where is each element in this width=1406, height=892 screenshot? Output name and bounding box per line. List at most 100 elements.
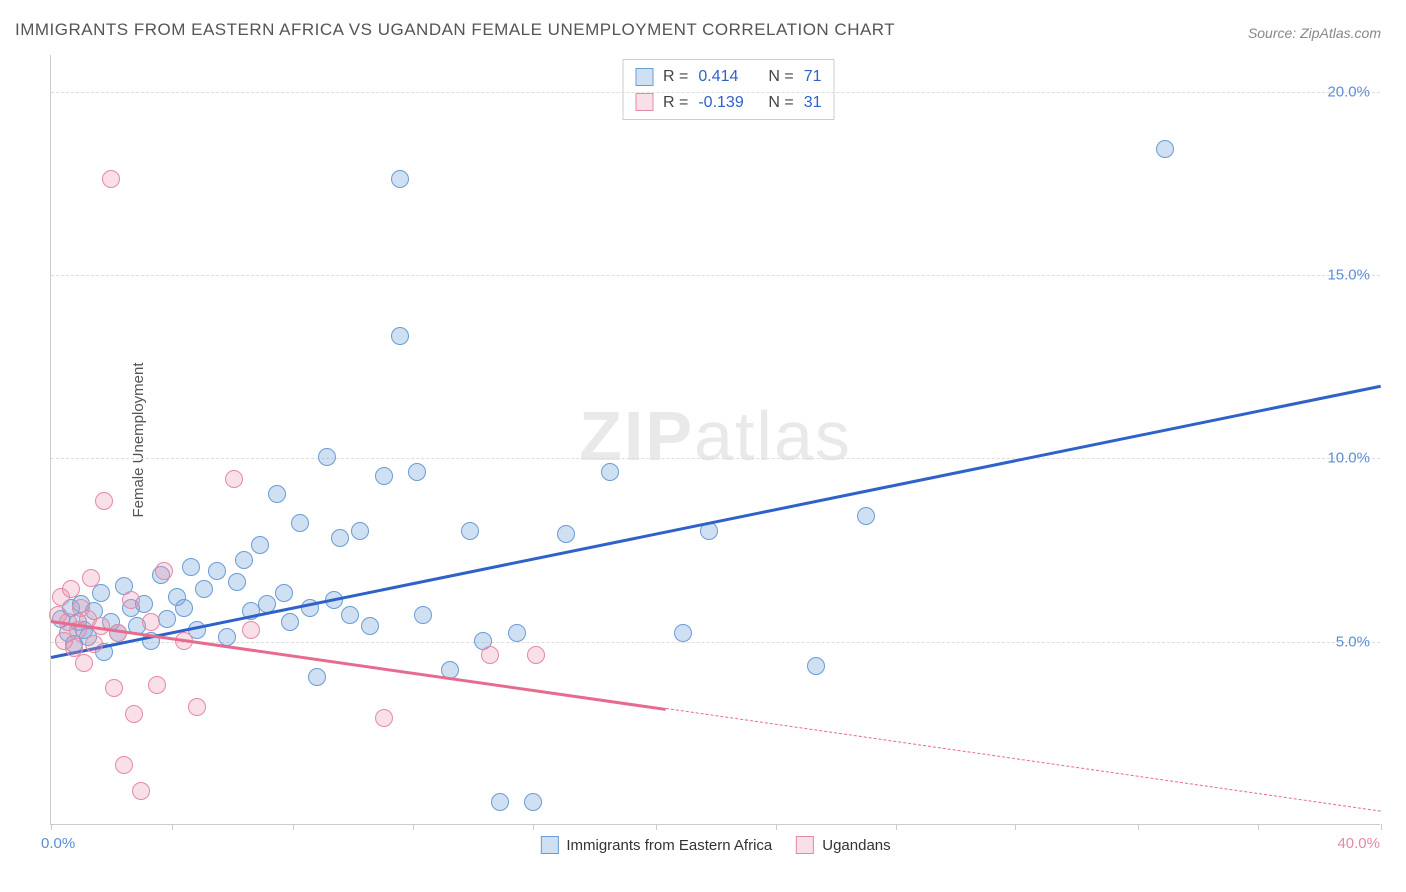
x-tick-mark [293, 824, 294, 830]
data-point [414, 606, 432, 624]
y-tick-label: 5.0% [1336, 633, 1370, 650]
data-point [182, 558, 200, 576]
data-point [281, 613, 299, 631]
data-point [82, 569, 100, 587]
data-point [351, 522, 369, 540]
x-tick-mark [172, 824, 173, 830]
trend-line [51, 385, 1381, 659]
x-tick-mark [656, 824, 657, 830]
data-point [341, 606, 359, 624]
data-point [268, 485, 286, 503]
data-point [175, 599, 193, 617]
legend-bottom-label: Immigrants from Eastern Africa [566, 837, 772, 854]
legend-swatch [796, 836, 814, 854]
data-point [601, 463, 619, 481]
legend-bottom-item: Immigrants from Eastern Africa [540, 836, 772, 854]
legend-correlation: R =0.414N =71R =-0.139N =31 [622, 59, 834, 120]
trend-line [51, 620, 666, 710]
data-point [208, 562, 226, 580]
y-axis-label: Female Unemployment [130, 362, 147, 517]
data-point [408, 463, 426, 481]
data-point [331, 529, 349, 547]
data-point [361, 617, 379, 635]
data-point [461, 522, 479, 540]
data-point [557, 525, 575, 543]
watermark-atlas: atlas [694, 397, 852, 475]
data-point [188, 698, 206, 716]
legend-row: R = 0.414 N = 71 [635, 64, 821, 90]
legend-swatch [635, 93, 653, 111]
data-point [195, 580, 213, 598]
trend-line [666, 708, 1381, 812]
legend-r-value: 0.414 [698, 64, 758, 90]
legend-series: Immigrants from Eastern Africa Ugandans [540, 836, 890, 854]
data-point [527, 646, 545, 664]
data-point [275, 584, 293, 602]
data-point [155, 562, 173, 580]
data-point [62, 580, 80, 598]
data-point [158, 610, 176, 628]
y-tick-label: 15.0% [1327, 267, 1370, 284]
legend-n-value: 71 [804, 64, 822, 90]
data-point [1156, 140, 1174, 158]
x-tick-mark [51, 824, 52, 830]
data-point [132, 782, 150, 800]
watermark: ZIPatlas [579, 396, 852, 476]
data-point [85, 635, 103, 653]
x-tick-mark [776, 824, 777, 830]
x-axis-origin-label: 0.0% [41, 835, 75, 852]
data-point [308, 668, 326, 686]
watermark-zip: ZIP [579, 397, 694, 475]
data-point [242, 621, 260, 639]
data-point [318, 448, 336, 466]
gridline-h [51, 458, 1380, 459]
data-point [235, 551, 253, 569]
x-axis-end-label: 40.0% [1337, 835, 1380, 852]
gridline-h [51, 92, 1380, 93]
data-point [674, 624, 692, 642]
data-point [491, 793, 509, 811]
data-point [105, 679, 123, 697]
data-point [375, 709, 393, 727]
x-tick-mark [533, 824, 534, 830]
legend-row: R =-0.139N =31 [635, 90, 821, 116]
data-point [102, 170, 120, 188]
data-point [391, 327, 409, 345]
data-point [251, 536, 269, 554]
legend-r-prefix: R = [663, 90, 688, 116]
x-tick-mark [1138, 824, 1139, 830]
y-tick-label: 10.0% [1327, 450, 1370, 467]
data-point [481, 646, 499, 664]
legend-n-prefix: N = [768, 64, 793, 90]
legend-n-prefix: N = [768, 90, 793, 116]
x-tick-mark [1258, 824, 1259, 830]
data-point [75, 654, 93, 672]
data-point [508, 624, 526, 642]
plot-area: Female Unemployment ZIPatlas R = 0.414 N =… [50, 55, 1380, 825]
legend-r-value: -0.139 [698, 90, 758, 116]
legend-swatch [635, 68, 653, 86]
data-point [857, 507, 875, 525]
data-point [95, 492, 113, 510]
data-point [92, 584, 110, 602]
data-point [375, 467, 393, 485]
data-point [225, 470, 243, 488]
data-point [122, 591, 140, 609]
data-point [148, 676, 166, 694]
data-point [125, 705, 143, 723]
data-point [142, 613, 160, 631]
x-tick-mark [1015, 824, 1016, 830]
legend-bottom-item: Ugandans [796, 836, 890, 854]
data-point [391, 170, 409, 188]
data-point [228, 573, 246, 591]
legend-r-prefix: R = [663, 64, 688, 90]
data-point [109, 624, 127, 642]
x-tick-mark [1381, 824, 1382, 830]
x-tick-mark [413, 824, 414, 830]
data-point [807, 657, 825, 675]
gridline-h [51, 642, 1380, 643]
x-tick-mark [896, 824, 897, 830]
data-point [524, 793, 542, 811]
legend-bottom-label: Ugandans [822, 837, 890, 854]
legend-swatch [540, 836, 558, 854]
